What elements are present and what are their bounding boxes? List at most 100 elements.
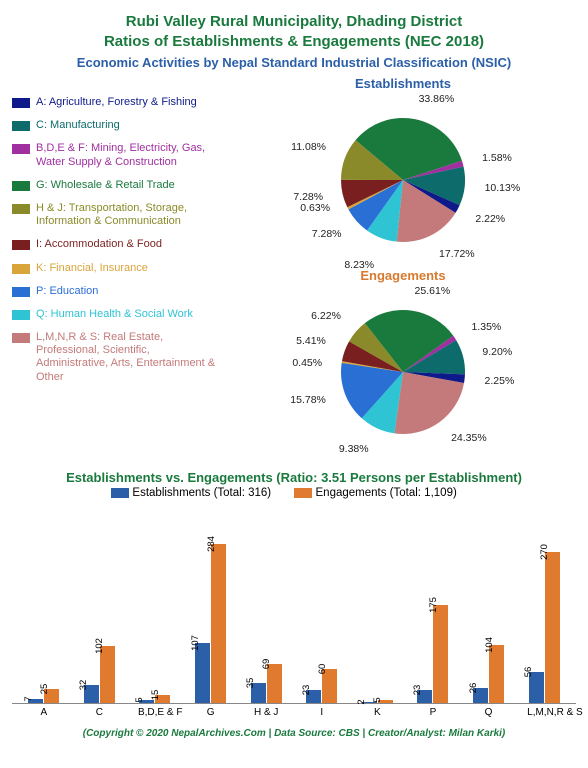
bar-axis-tick: I bbox=[305, 707, 339, 718]
pie-establishments: 33.86%1.58%10.13%2.22%17.72%8.23%7.28%0.… bbox=[238, 93, 568, 268]
bar-axis-tick: L,M,N,R & S bbox=[527, 707, 561, 718]
bar-eng: 5 bbox=[378, 700, 393, 703]
legend-swatch bbox=[12, 181, 30, 191]
bar-eng: 60 bbox=[322, 669, 337, 703]
bar-value-label: 15 bbox=[150, 689, 163, 700]
bar-value-label: 107 bbox=[190, 635, 203, 651]
legend-swatch bbox=[12, 98, 30, 108]
pie-label-A: 2.25% bbox=[485, 375, 515, 387]
bar-value-label: 23 bbox=[412, 685, 425, 696]
pie-label-I: 5.41% bbox=[296, 335, 326, 347]
bar-value-label: 35 bbox=[245, 678, 258, 689]
pie-label-Q: 9.38% bbox=[339, 443, 369, 455]
bar-est: 7 bbox=[28, 699, 43, 703]
bar-legend-eng-label: Engagements (Total: 1,109) bbox=[316, 487, 457, 499]
pie-svg bbox=[238, 285, 568, 460]
legend-swatch bbox=[12, 204, 30, 214]
bar-value-label: 5 bbox=[134, 698, 147, 703]
pie-slice-LMNRS bbox=[394, 372, 464, 434]
legend-swatch bbox=[12, 121, 30, 131]
bar-group: 56270 bbox=[529, 552, 560, 703]
legend-label: B,D,E & F: Mining, Electricity, Gas, Wat… bbox=[36, 142, 222, 168]
bar-value-label: 56 bbox=[523, 666, 536, 677]
bar-eng: 270 bbox=[545, 552, 560, 703]
pie-label-BDEF: 1.35% bbox=[471, 321, 501, 333]
legend-item: C: Manufacturing bbox=[12, 119, 222, 132]
pie-label-C: 10.13% bbox=[485, 182, 521, 194]
bar-est: 32 bbox=[84, 685, 99, 703]
legend-label: A: Agriculture, Forestry & Fishing bbox=[36, 96, 197, 109]
bar-eng: 25 bbox=[44, 689, 59, 703]
legend-item: B,D,E & F: Mining, Electricity, Gas, Wat… bbox=[12, 142, 222, 168]
bar-group: 725 bbox=[28, 689, 59, 703]
bar-eng: 15 bbox=[155, 695, 170, 703]
pie-establishments-title: Establishments bbox=[355, 76, 451, 91]
bar-group: 3569 bbox=[251, 664, 282, 703]
pie-engagements: 25.61%1.35%9.20%2.25%24.35%9.38%15.78%0.… bbox=[238, 285, 568, 460]
bar-group: 23175 bbox=[417, 605, 448, 703]
bar-est: 26 bbox=[473, 688, 488, 703]
bar-group: 32102 bbox=[84, 646, 115, 703]
pie-label-HJ: 6.22% bbox=[311, 310, 341, 322]
legend-label: L,M,N,R & S: Real Estate, Professional, … bbox=[36, 331, 222, 384]
legend-label: C: Manufacturing bbox=[36, 119, 120, 132]
bar-legend-est-swatch bbox=[111, 488, 129, 498]
bar-value-label: 7 bbox=[23, 696, 36, 701]
bar-value-label: 60 bbox=[317, 664, 330, 675]
bar-value-label: 32 bbox=[78, 680, 91, 691]
bar-value-label: 26 bbox=[468, 683, 481, 694]
pie-label-K: 0.45% bbox=[292, 357, 322, 369]
bar-value-label: 23 bbox=[301, 685, 314, 696]
legend-swatch bbox=[12, 144, 30, 154]
bar-axis-tick: K bbox=[360, 707, 394, 718]
bar-group: 26104 bbox=[473, 645, 504, 703]
legend-item: P: Education bbox=[12, 285, 222, 298]
footer: (Copyright © 2020 NepalArchives.Com | Da… bbox=[12, 728, 576, 739]
bar-eng: 69 bbox=[267, 664, 282, 703]
bar-chart: 7253210251510728435692360252317526104562… bbox=[12, 503, 576, 703]
legend-label: Q: Human Health & Social Work bbox=[36, 308, 193, 321]
bar-chart-title: Establishments vs. Engagements (Ratio: 3… bbox=[12, 470, 576, 485]
bar-eng: 104 bbox=[489, 645, 504, 703]
legend: A: Agriculture, Forestry & Fishing C: Man… bbox=[12, 76, 222, 460]
bar-value-label: 2 bbox=[356, 699, 369, 704]
pie-label-G: 33.86% bbox=[419, 93, 455, 105]
bar-est: 5 bbox=[139, 700, 154, 703]
legend-item: A: Agriculture, Forestry & Fishing bbox=[12, 96, 222, 109]
pie-label-LMNRS: 24.35% bbox=[451, 432, 487, 444]
pie-label-C: 9.20% bbox=[482, 346, 512, 358]
legend-item: H & J: Transportation, Storage, Informat… bbox=[12, 202, 222, 228]
bar-group: 25 bbox=[362, 700, 393, 703]
bar-value-label: 5 bbox=[372, 698, 385, 703]
legend-item: I: Accommodation & Food bbox=[12, 238, 222, 251]
pie-label-K: 0.63% bbox=[300, 202, 330, 214]
bar-value-label: 25 bbox=[39, 684, 52, 695]
subtitle: Economic Activities by Nepal Standard In… bbox=[12, 55, 576, 70]
pie-label-BDEF: 1.58% bbox=[482, 152, 512, 164]
bar-axis-tick: P bbox=[416, 707, 450, 718]
legend-label: I: Accommodation & Food bbox=[36, 238, 162, 251]
bar-est: 56 bbox=[529, 672, 544, 703]
bar-axis-tick: H & J bbox=[249, 707, 283, 718]
legend-item: L,M,N,R & S: Real Estate, Professional, … bbox=[12, 331, 222, 384]
legend-swatch bbox=[12, 287, 30, 297]
pie-label-LMNRS: 17.72% bbox=[439, 248, 475, 260]
title-line-2: Ratios of Establishments & Engagements (… bbox=[12, 32, 576, 52]
bar-value-label: 270 bbox=[539, 544, 552, 560]
pie-label-HJ: 11.08% bbox=[291, 141, 326, 153]
bar-legend-est-label: Establishments (Total: 316) bbox=[132, 487, 271, 499]
pie-label-A: 2.22% bbox=[475, 213, 505, 225]
pie-label-I: 7.28% bbox=[293, 191, 323, 203]
legend-item: K: Financial, Insurance bbox=[12, 262, 222, 275]
bar-est: 23 bbox=[417, 690, 432, 703]
legend-swatch bbox=[12, 310, 30, 320]
bar-legend-eng-swatch bbox=[294, 488, 312, 498]
bar-est: 23 bbox=[306, 690, 321, 703]
bar-group: 515 bbox=[139, 695, 170, 703]
bar-value-label: 284 bbox=[206, 536, 219, 552]
bar-axis-tick: A bbox=[27, 707, 61, 718]
legend-swatch bbox=[12, 240, 30, 250]
title-line-1: Rubi Valley Rural Municipality, Dhading … bbox=[12, 12, 576, 32]
pie-label-G: 25.61% bbox=[415, 285, 451, 297]
bar-value-label: 175 bbox=[428, 597, 441, 613]
